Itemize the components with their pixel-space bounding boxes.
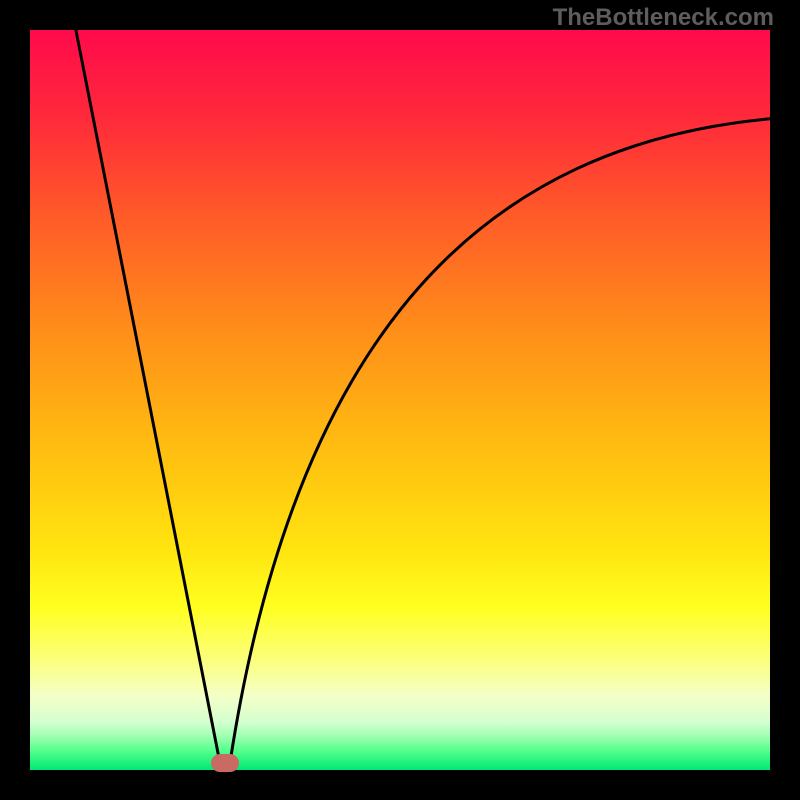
bottleneck-curve (30, 30, 770, 770)
plot-area (30, 30, 770, 770)
watermark-text: TheBottleneck.com (553, 4, 774, 32)
minimum-marker (211, 754, 239, 772)
chart-container: TheBottleneck.com (0, 0, 800, 800)
